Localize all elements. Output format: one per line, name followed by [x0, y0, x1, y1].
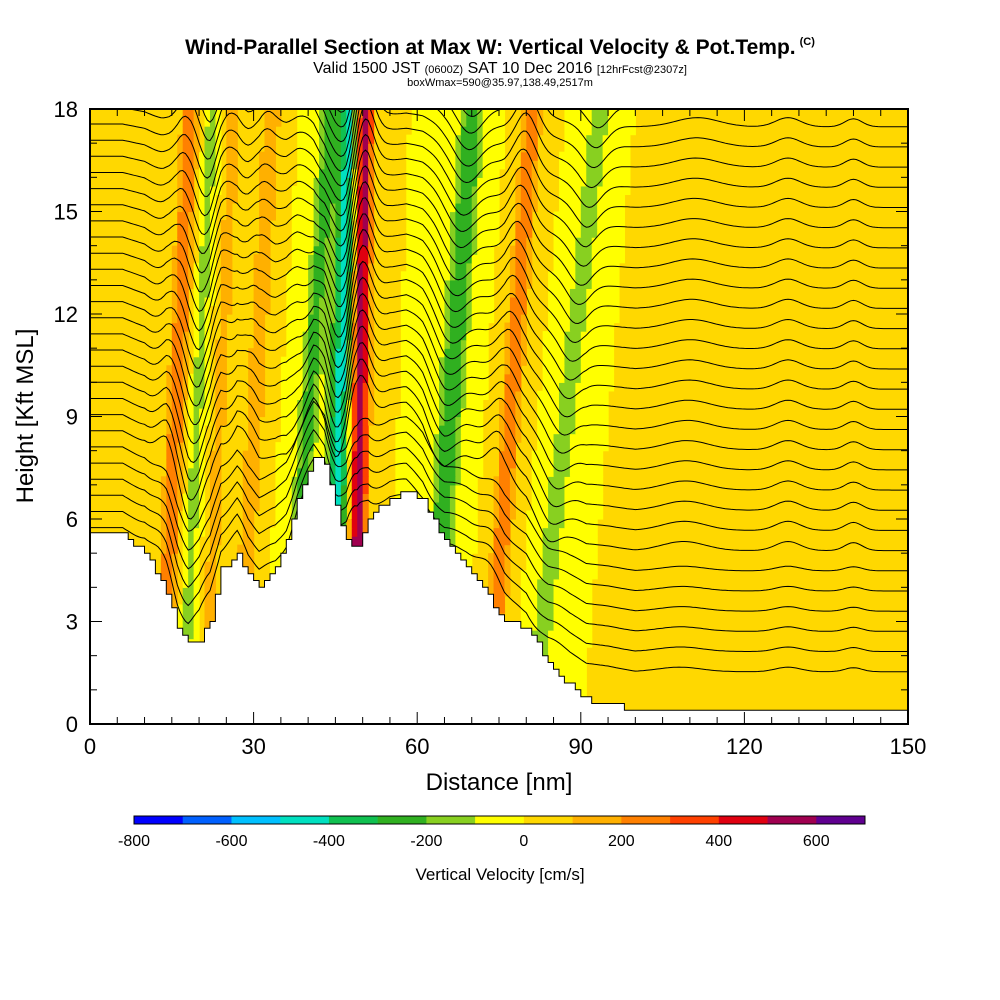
- theta-contour-line: [90, 149, 908, 286]
- theta-contour-line: [90, 118, 908, 248]
- theta-contour-line: [90, 0, 908, 82]
- box-info: boxWmax=590@35.97,138.49,2517m: [407, 77, 593, 89]
- y-axis: 0 3 6 9 12 15 18: [54, 97, 908, 737]
- theta-contour-line: [90, 197, 908, 344]
- valid-prefix: Valid 1500 JST: [313, 60, 421, 77]
- valid-date: SAT 10 Dec 2016: [467, 60, 593, 77]
- colorbar-swatch: [377, 816, 427, 824]
- theta-contour-line: [90, 309, 908, 472]
- theta-contour-line: [90, 374, 908, 552]
- colorbar: [133, 815, 866, 825]
- y-tick-label: 0: [66, 712, 78, 737]
- theta-contour-line: [90, 133, 908, 267]
- colorbar-swatch: [134, 816, 184, 824]
- colorbar-tick-label: -400: [313, 833, 345, 850]
- colorbar-swatch: [182, 816, 232, 824]
- theta-contour-line: [336, 109, 346, 113]
- theta-contour-line: [90, 244, 908, 400]
- colorbar-swatch: [718, 816, 768, 824]
- chart-subtitle: Valid 1500 JST (0600Z) SAT 10 Dec 2016 […: [0, 60, 1000, 78]
- theta-contour-line: [90, 109, 908, 228]
- y-tick-label: 6: [66, 507, 78, 532]
- theta-contour-line: [90, 165, 908, 305]
- colorbar-tick-label: -800: [118, 833, 150, 850]
- y-tick-label: 3: [66, 610, 78, 635]
- colorbar-tick-label: 400: [705, 833, 732, 850]
- chart-title: Wind-Parallel Section at Max W: Vertical…: [0, 36, 1000, 60]
- colorbar-swatch: [816, 816, 866, 824]
- colorbar-tick-label: -200: [410, 833, 442, 850]
- theta-contour-line: [90, 342, 908, 511]
- theta-contour-line: [90, 213, 908, 362]
- colorbar-swatch: [475, 816, 525, 824]
- colorbar-swatch: [231, 816, 281, 824]
- theta-contour-line: [90, 276, 908, 436]
- theta-contour-line: [90, 443, 908, 632]
- colorbar-swatch: [621, 816, 671, 824]
- colorbar-swatch: [280, 816, 330, 824]
- valid-utc: (0600Z): [424, 64, 464, 76]
- colorbar-tick-label: -600: [215, 833, 247, 850]
- colorbar-swatch: [328, 816, 378, 824]
- theta-contour-line: [90, 260, 908, 418]
- x-tick-label: 150: [890, 734, 927, 759]
- theta-contour-line: [90, 358, 908, 531]
- x-axis-label: Distance [nm]: [426, 769, 573, 796]
- x-tick-label: 0: [84, 734, 96, 759]
- y-tick-label: 18: [54, 97, 78, 122]
- colorbar-swatch: [426, 816, 476, 824]
- theta-contour-line: [90, 109, 908, 189]
- colorbar-tick-label: 0: [519, 833, 528, 850]
- x-tick-label: 60: [405, 734, 429, 759]
- colorbar-ticks: -800 -600 -400 -200 0 200 400 600: [118, 833, 830, 850]
- y-tick-label: 15: [54, 200, 78, 225]
- x-tick-label: 90: [569, 734, 593, 759]
- theta-contour-line: [90, 457, 908, 653]
- copyright-mark: (C): [799, 36, 815, 48]
- theta-contour-line: [90, 325, 908, 491]
- y-axis-label: Height [Kft MSL]: [12, 329, 39, 504]
- theta-contour-line: [90, 109, 908, 208]
- theta-contour-line: [90, 428, 908, 612]
- forecast-info: [12hrFcst@2307z]: [596, 64, 687, 76]
- theta-contour-line: [126, 109, 908, 169]
- theta-contour-line: [90, 292, 908, 454]
- theta-contour-line: [90, 400, 908, 572]
- colorbar-swatch: [670, 816, 720, 824]
- theta-contour-line: [90, 414, 908, 592]
- colorbar-swatch: [523, 816, 573, 824]
- theta-contour-line: [90, 181, 908, 325]
- theta-contour-line: [90, 472, 908, 673]
- y-tick-label: 9: [66, 405, 78, 430]
- x-axis: 0 30 60 90 120 150: [84, 109, 926, 759]
- colorbar-tick-label: 200: [608, 833, 635, 850]
- theta-contour-line: [90, 229, 908, 381]
- title-text: Wind-Parallel Section at Max W: Vertical…: [185, 36, 796, 59]
- y-tick-label: 12: [54, 302, 78, 327]
- x-tick-label: 30: [241, 734, 265, 759]
- terrain-mask: [89, 457, 909, 725]
- colorbar-tick-label: 600: [803, 833, 830, 850]
- colorbar-label: Vertical Velocity [cm/s]: [415, 865, 584, 884]
- theta-contours: [90, 0, 908, 673]
- colorbar-swatch: [572, 816, 622, 824]
- theta-contour-line: [90, 0, 908, 97]
- colorbar-swatch: [767, 816, 817, 824]
- x-tick-label: 120: [726, 734, 763, 759]
